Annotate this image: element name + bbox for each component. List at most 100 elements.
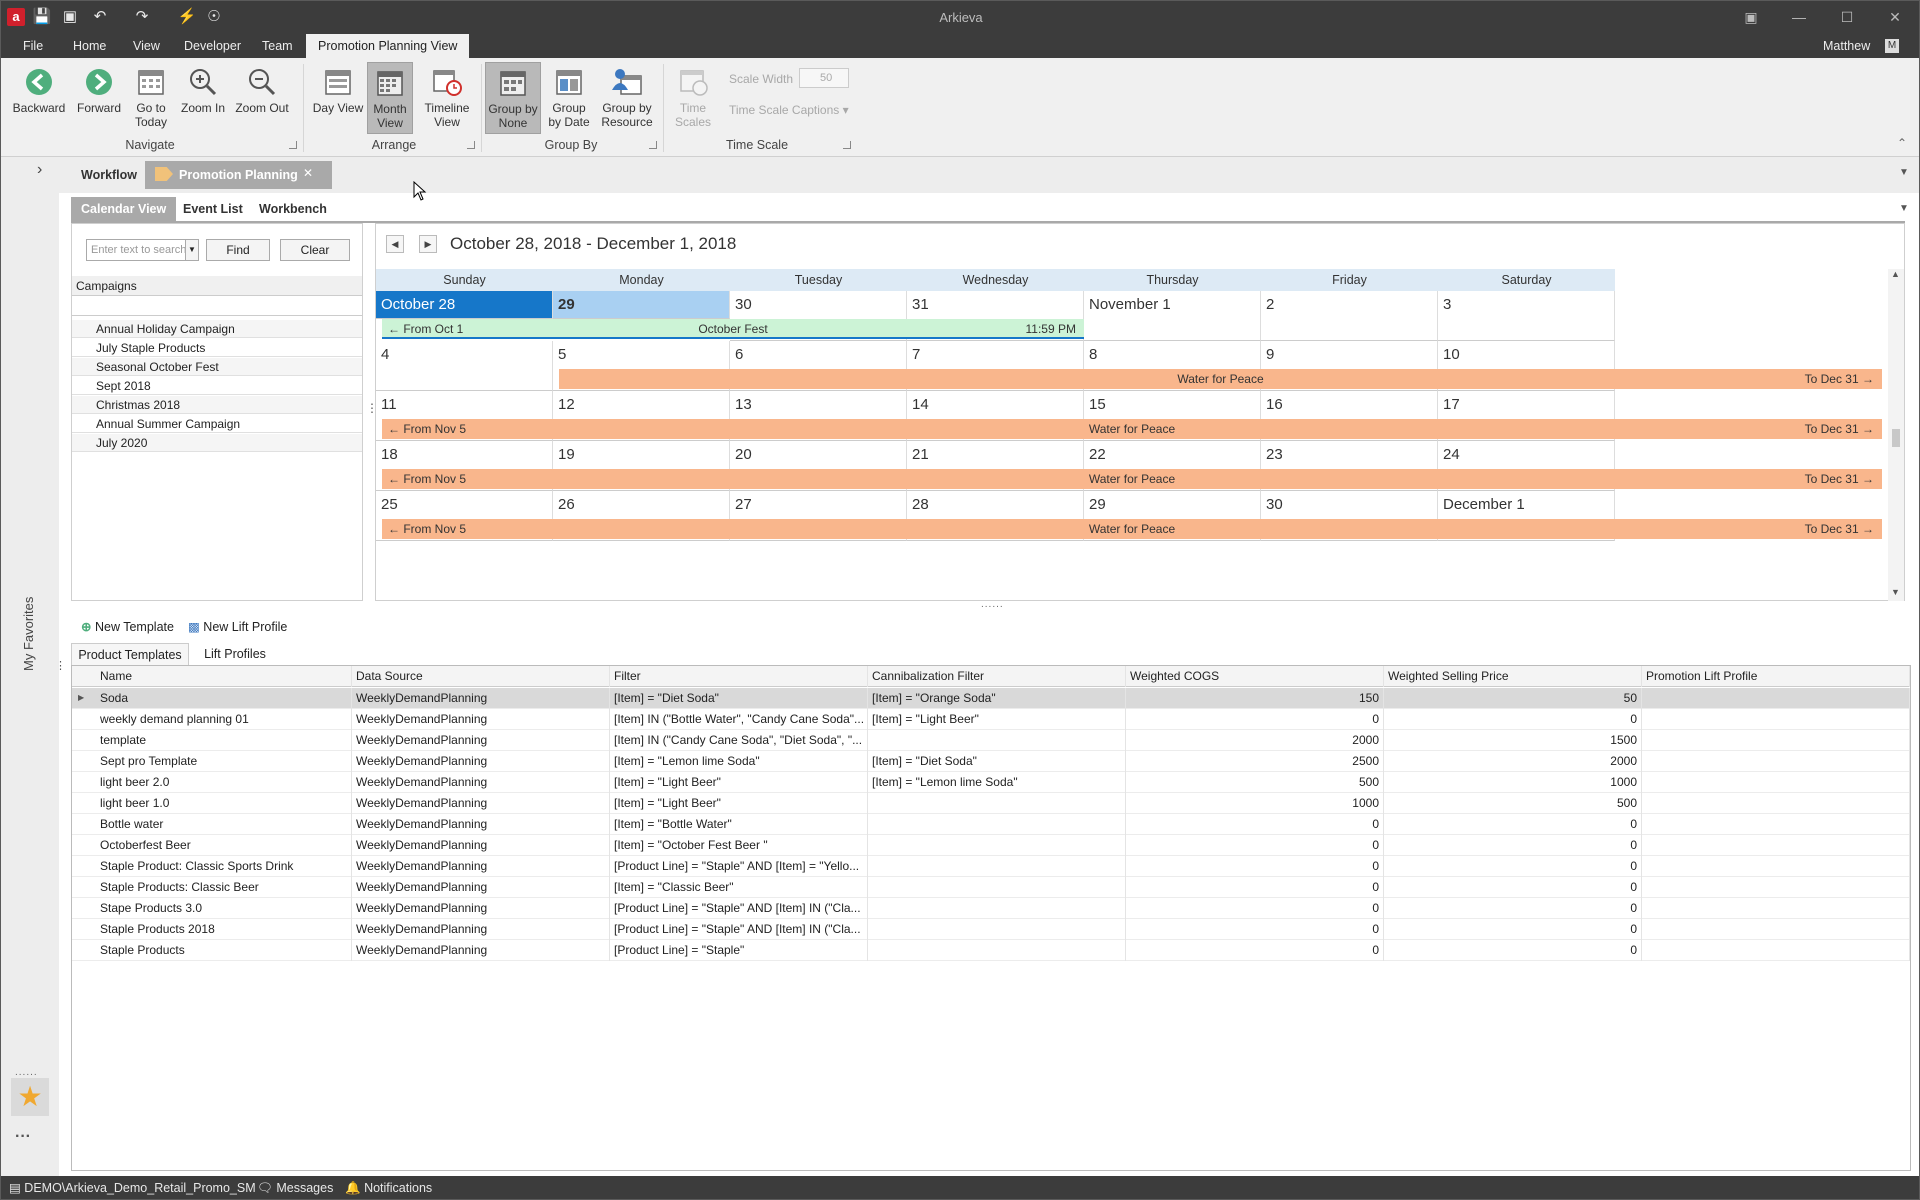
calendar-day-cell[interactable] xyxy=(1261,391,1438,441)
column-header[interactable]: Weighted COGS xyxy=(1126,666,1384,687)
scale-width-spinner[interactable]: 50 xyxy=(799,68,849,88)
zoom-in-button[interactable]: Zoom In xyxy=(177,62,229,134)
event-bar[interactable] xyxy=(382,519,1882,539)
table-row[interactable]: template WeeklyDemandPlanning [Item] IN ("… xyxy=(72,730,1910,751)
table-row[interactable]: Staple Products WeeklyDemandPlanning [Prod… xyxy=(72,940,1910,961)
previous-period-button[interactable]: ◀ xyxy=(386,235,404,253)
menu-developer[interactable]: Developer xyxy=(184,39,241,53)
calendar-day-cell[interactable] xyxy=(1438,291,1615,341)
scroll-thumb[interactable] xyxy=(1892,429,1900,447)
lightbulb-icon[interactable]: ☉ xyxy=(207,8,221,25)
campaign-item[interactable]: Seasonal October Fest xyxy=(72,358,362,376)
calendar-day-cell[interactable] xyxy=(730,441,907,491)
calendar-day-cell[interactable] xyxy=(907,291,1084,341)
find-button[interactable]: Find xyxy=(206,239,270,261)
search-input[interactable]: Enter text to search xyxy=(86,239,186,261)
new-template-button[interactable]: ⊕ New Template xyxy=(81,619,174,634)
tab-overflow-icon[interactable]: ▼ xyxy=(1899,167,1909,178)
menu-file[interactable]: File xyxy=(23,39,44,53)
minimize-button[interactable]: — xyxy=(1792,9,1806,25)
month-view-button[interactable]: Month View xyxy=(367,62,413,134)
calendar-day-cell[interactable] xyxy=(907,391,1084,441)
menu-promotion-planning-view[interactable]: Promotion Planning View xyxy=(306,34,470,58)
menu-team[interactable]: Team xyxy=(262,39,293,53)
timeline-view-button[interactable]: Timeline View xyxy=(417,62,477,134)
table-row[interactable]: light beer 2.0 WeeklyDemandPlanning [Item]… xyxy=(72,772,1910,793)
forward-button[interactable]: Forward xyxy=(71,62,127,134)
restore-layout-icon[interactable]: ▣ xyxy=(1744,9,1758,25)
user-name[interactable]: Matthew xyxy=(1823,39,1871,53)
tab-event-list[interactable]: Event List xyxy=(183,202,243,216)
calendar-day-cell[interactable] xyxy=(376,291,553,319)
calendar-day-cell[interactable] xyxy=(1438,441,1615,491)
rail-splitter-icon[interactable]: ⋮ xyxy=(55,660,66,672)
next-period-button[interactable]: ▶ xyxy=(419,235,437,253)
table-row[interactable]: weekly demand planning 01 WeeklyDemandPla… xyxy=(72,709,1910,730)
calendar-day-cell[interactable] xyxy=(553,341,730,391)
close-tab-icon[interactable]: ✕ xyxy=(303,166,314,180)
save-icon[interactable]: 💾 xyxy=(32,8,52,25)
user-avatar[interactable]: M xyxy=(1885,39,1899,53)
calendar-day-cell[interactable] xyxy=(376,491,553,541)
group-by-date-button[interactable]: Group by Date xyxy=(545,62,593,134)
undo-icon[interactable]: ↶ xyxy=(93,8,107,25)
menu-view[interactable]: View xyxy=(133,39,160,53)
new-lift-profile-button[interactable]: ▩ New Lift Profile xyxy=(188,619,287,634)
calendar-day-cell[interactable] xyxy=(553,391,730,441)
calendar-day-cell[interactable] xyxy=(376,391,553,441)
backward-button[interactable]: Backward xyxy=(9,62,69,134)
calendar-day-cell[interactable] xyxy=(730,491,907,541)
table-row[interactable]: Staple Products: Classic Beer WeeklyDeman… xyxy=(72,877,1910,898)
calendar-day-cell[interactable] xyxy=(907,341,1084,391)
column-header[interactable]: Filter xyxy=(610,666,868,687)
calendar-day-cell[interactable] xyxy=(730,341,907,391)
calendar-day-cell[interactable] xyxy=(376,441,553,491)
go-to-today-button[interactable]: Go to Today xyxy=(129,62,173,134)
calendar-scrollbar[interactable]: ▲ ▼ xyxy=(1888,269,1904,601)
column-header[interactable]: Promotion Lift Profile xyxy=(1642,666,1910,687)
calendar-day-cell[interactable] xyxy=(1438,491,1615,541)
save-all-icon[interactable]: ▣ xyxy=(62,8,78,25)
campaign-item[interactable]: July Staple Products xyxy=(72,339,362,357)
time-scales-button[interactable]: Time Scales xyxy=(667,62,719,134)
menu-home[interactable]: Home xyxy=(73,39,107,53)
group-by-resource-button[interactable]: Group by Resource xyxy=(597,62,657,134)
clear-button[interactable]: Clear xyxy=(280,239,350,261)
time-scale-captions-dropdown[interactable]: Time Scale Captions ▾ xyxy=(729,103,849,117)
calendar-day-cell[interactable] xyxy=(1261,441,1438,491)
table-row[interactable]: Stape Products 3.0 WeeklyDemandPlanning [P… xyxy=(72,898,1910,919)
campaign-item[interactable]: Sept 2018 xyxy=(72,377,362,395)
campaign-item[interactable]: Annual Holiday Campaign xyxy=(72,320,362,338)
lightning-icon[interactable]: ⚡ xyxy=(177,8,197,25)
my-favorites-tab[interactable]: My Favorites xyxy=(15,583,45,673)
event-bar[interactable] xyxy=(382,469,1882,489)
calendar-day-cell[interactable] xyxy=(1084,341,1261,391)
table-row[interactable]: Octoberfest Beer WeeklyDemandPlanning [Ite… xyxy=(72,835,1910,856)
maximize-button[interactable]: ☐ xyxy=(1840,9,1854,25)
group-by-dialog-launcher[interactable] xyxy=(649,141,657,149)
calendar-day-cell[interactable] xyxy=(1261,291,1438,341)
scroll-up-icon[interactable]: ▲ xyxy=(1891,269,1900,279)
navigate-dialog-launcher[interactable] xyxy=(289,141,297,149)
redo-icon[interactable]: ↷ xyxy=(135,8,149,25)
tab-workbench[interactable]: Workbench xyxy=(259,202,327,216)
tab-lift-profiles[interactable]: Lift Profiles xyxy=(204,647,266,661)
calendar-day-cell[interactable] xyxy=(1438,341,1615,391)
tab-product-templates[interactable]: Product Templates xyxy=(71,643,189,665)
campaigns-filter-row[interactable] xyxy=(72,296,362,316)
calendar-day-cell[interactable] xyxy=(730,291,907,341)
messages-button[interactable]: 🗨 Messages xyxy=(257,1176,333,1199)
more-options-icon[interactable]: ··· xyxy=(15,1128,31,1145)
calendar-day-cell[interactable] xyxy=(907,441,1084,491)
zoom-out-button[interactable]: Zoom Out xyxy=(233,62,291,134)
calendar-day-cell[interactable] xyxy=(730,391,907,441)
table-row[interactable]: Staple Product: Classic Sports Drink Week… xyxy=(72,856,1910,877)
day-view-button[interactable]: Day View xyxy=(311,62,365,134)
collapse-ribbon-icon[interactable]: ⌃ xyxy=(1897,136,1908,150)
expand-nav-icon[interactable]: › xyxy=(37,161,43,178)
calendar-day-cell[interactable] xyxy=(553,491,730,541)
event-bar[interactable] xyxy=(382,319,1084,339)
search-dropdown-icon[interactable]: ▼ xyxy=(185,239,199,261)
calendar-day-cell[interactable] xyxy=(1261,341,1438,391)
connection-status[interactable]: ▤ DEMO\Arkieva_Demo_Retail_Promo_SM xyxy=(9,1176,256,1199)
